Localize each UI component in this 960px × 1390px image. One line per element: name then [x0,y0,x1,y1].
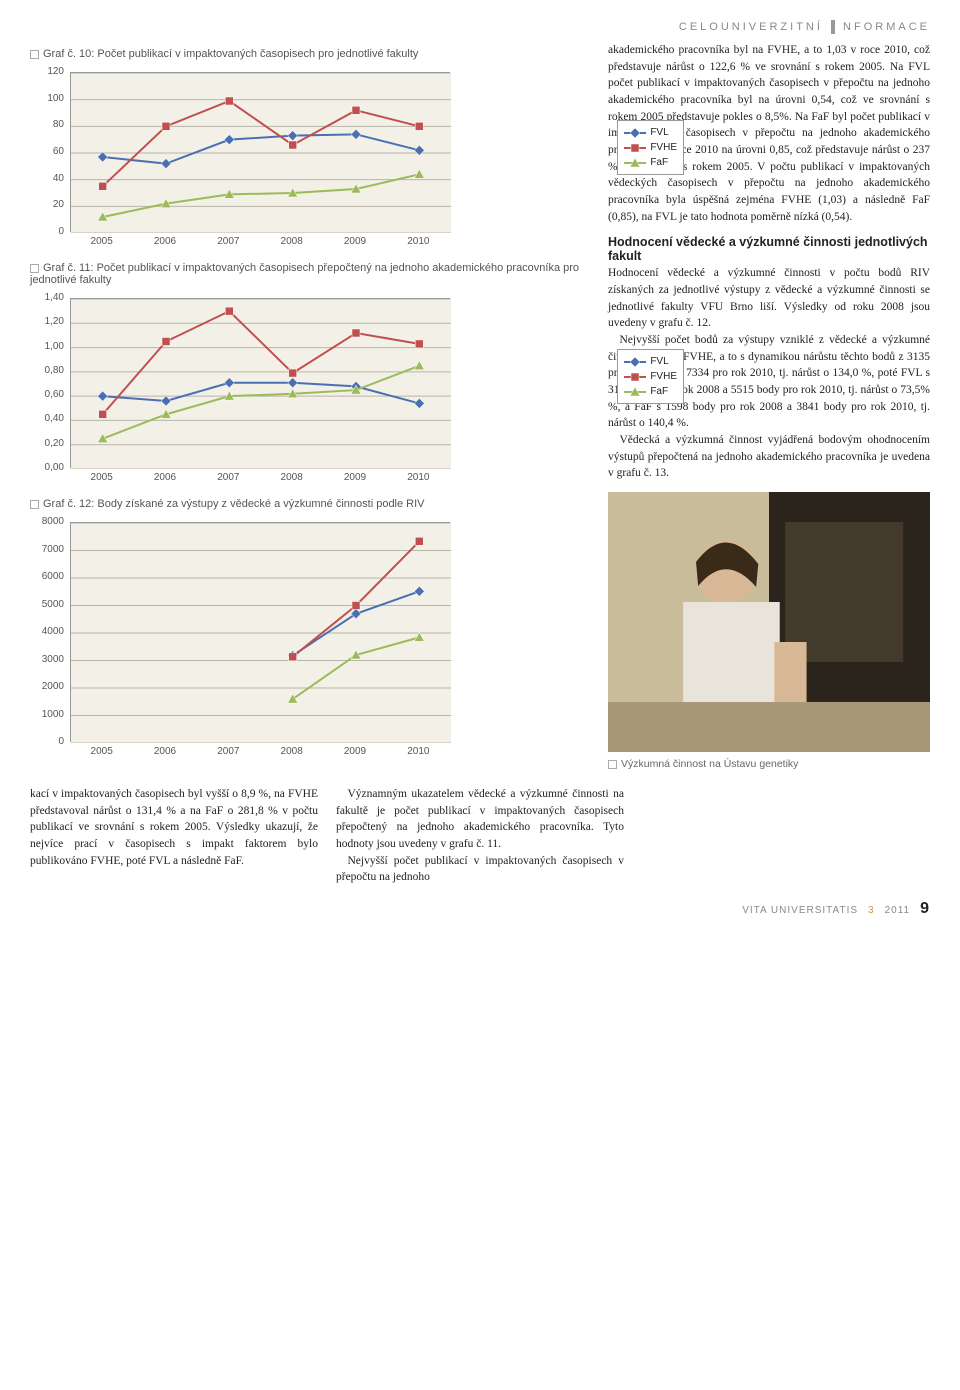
right-para-2: Hodnocení vědecké a výzkumné činnosti v … [608,265,930,332]
footer-issue: 3 [868,905,875,916]
bottom-col-2: Významným ukazatelem vědecké a výzkumné … [336,786,624,886]
right-para-4: Vědecká a výzkumná činnost vyjádřená bod… [608,432,930,482]
photo-caption: Výzkumná činnost na Ústavu genetiky [608,758,930,770]
header-separator [831,20,835,34]
graf10-caption: Graf č. 10: Počet publikací v impaktovan… [30,48,590,60]
bottom-col-1: kací v impaktovaných časopisech byl vyšš… [30,786,318,886]
graf11-caption: Graf č. 11: Počet publikací v impaktovan… [30,262,590,286]
footer-year: 2011 [885,905,911,916]
footer-page: 9 [920,900,930,918]
photo [608,492,930,752]
footer-journal: VITA UNIVERSITATIS [742,905,858,916]
bottom-col-3 [642,786,930,886]
graf12-chart: 0100020003000400050006000700080002005200… [30,514,590,764]
section-header: CELOUNIVERZITNÍ NFORMACE [30,20,930,34]
graf11-chart: 0,000,200,400,600,801,001,201,4020052006… [30,290,590,490]
page-footer: VITA UNIVERSITATIS 3 2011 9 [30,900,930,918]
graf12-caption: Graf č. 12: Body získané za výstupy z vě… [30,498,590,510]
header-right: NFORMACE [843,21,930,33]
right-heading: Hodnocení vědecké a výzkumné činnosti je… [608,235,930,263]
graf10-chart: 020406080100120200520062007200820092010F… [30,64,590,254]
header-left: CELOUNIVERZITNÍ [679,21,823,33]
